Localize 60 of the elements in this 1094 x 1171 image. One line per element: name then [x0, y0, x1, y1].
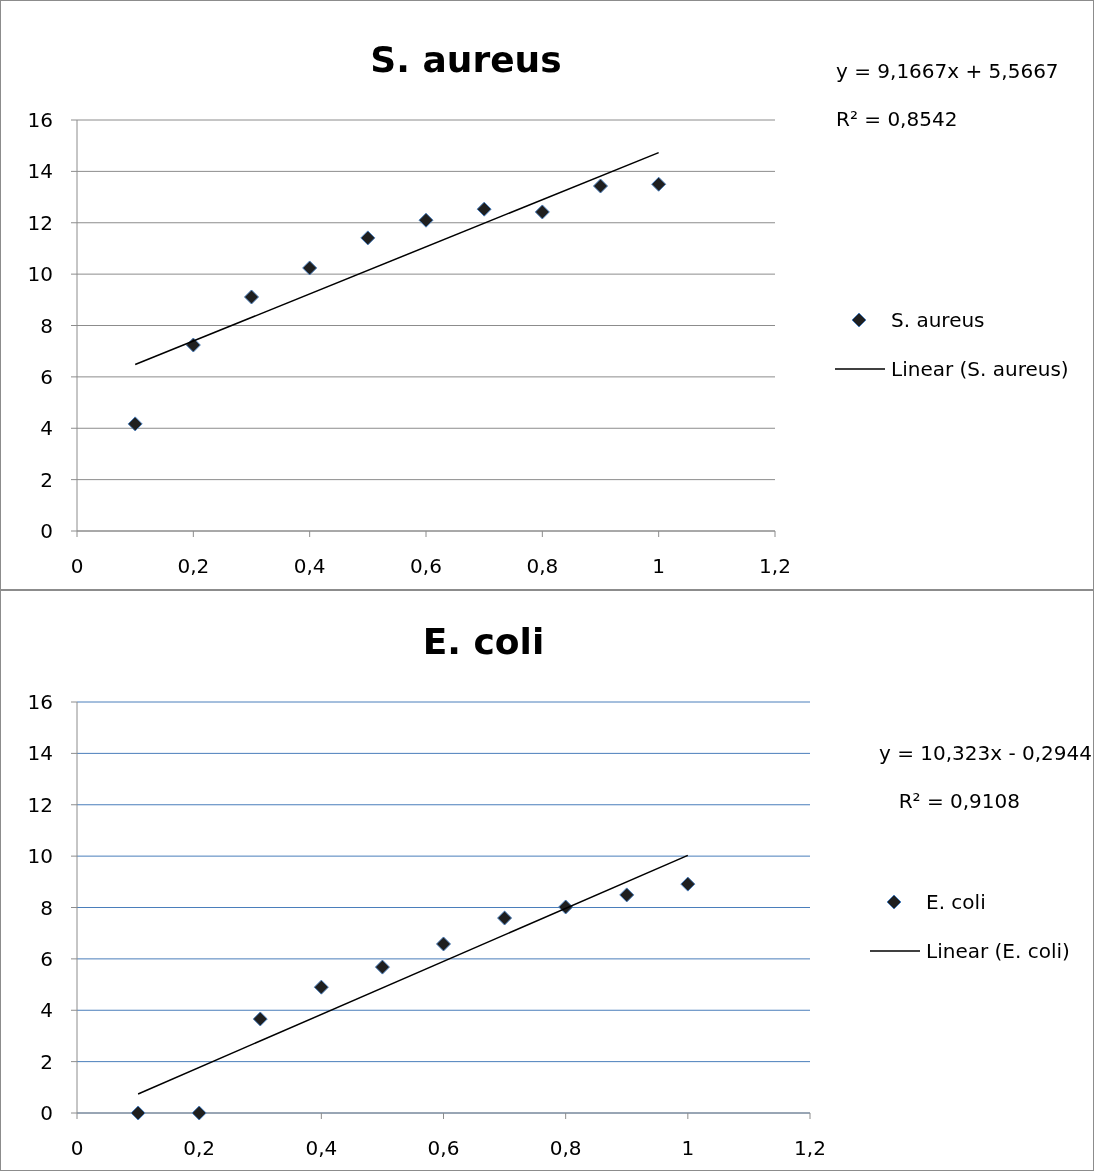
text: y = 10,323x - 0,2944 — [878, 741, 1092, 765]
x-tick-label: 1 — [681, 1136, 695, 1160]
x-tick-label: 0,8 — [526, 554, 559, 578]
x-tick-label: 0,8 — [549, 1136, 582, 1160]
point — [244, 289, 259, 305]
chart-title: S. aureus — [370, 39, 562, 80]
x-tick-label: 0 — [70, 554, 84, 578]
y-tick-label: 8 — [40, 895, 53, 920]
x-tick-label: 0,2 — [183, 1136, 216, 1160]
point — [680, 876, 696, 892]
y-tick-label: 10 — [27, 262, 53, 287]
y-tick-label: 0 — [40, 1101, 53, 1125]
y-tick-label: 12 — [27, 210, 53, 235]
y-tick-label: 2 — [40, 467, 53, 492]
x-tick-label: 1,2 — [759, 554, 791, 578]
text: R² = 0,8542 — [836, 107, 958, 131]
text: y = 9,1667x + 5,5667 — [836, 59, 1059, 83]
point — [313, 979, 329, 995]
point — [476, 201, 492, 217]
legend-label: Linear (S. aureus) — [891, 357, 1069, 381]
x-tick-label: 1 — [652, 554, 666, 578]
legend-label: E. coli — [926, 890, 986, 914]
legend-label: Linear (E. coli) — [926, 939, 1070, 963]
x-tick-label: 0,6 — [410, 554, 442, 578]
point — [127, 416, 143, 432]
point — [593, 178, 608, 194]
y-tick-label: 2 — [40, 1049, 53, 1074]
x-tick-label: 0,6 — [427, 1136, 460, 1160]
y-tick-label: 6 — [40, 364, 53, 389]
legend-label: S. aureus — [891, 308, 985, 332]
point — [436, 936, 451, 952]
point — [191, 1105, 207, 1121]
point — [302, 260, 318, 276]
y-tick-label: 10 — [27, 844, 53, 869]
y-tick-label: 16 — [27, 108, 53, 132]
y-tick-label: 4 — [40, 998, 53, 1023]
point — [360, 230, 376, 246]
x-tick-label: 1,2 — [794, 1136, 826, 1160]
y-tick-label: 6 — [40, 946, 53, 971]
x-tick-label: 0,2 — [177, 554, 210, 578]
y-tick-label: 8 — [40, 313, 53, 338]
text: R² = 0,9108 — [898, 789, 1020, 813]
point — [418, 212, 434, 228]
point — [130, 1105, 146, 1121]
point — [252, 1011, 268, 1027]
x-tick-label: 0 — [70, 1136, 84, 1160]
chart-title: E. coli — [422, 621, 545, 662]
x-tick-label: 0,4 — [305, 1136, 338, 1160]
y-tick-label: 14 — [27, 159, 53, 184]
x-tick-label: 0,4 — [293, 554, 326, 578]
point — [534, 204, 550, 220]
point — [651, 176, 667, 192]
point — [497, 910, 513, 926]
y-tick-label: 12 — [27, 792, 53, 817]
y-tick-label: 0 — [40, 519, 53, 543]
y-tick-label: 14 — [27, 741, 53, 766]
point — [374, 959, 390, 975]
point — [619, 887, 635, 903]
y-tick-label: 16 — [27, 690, 53, 714]
y-tick-label: 4 — [40, 416, 53, 441]
